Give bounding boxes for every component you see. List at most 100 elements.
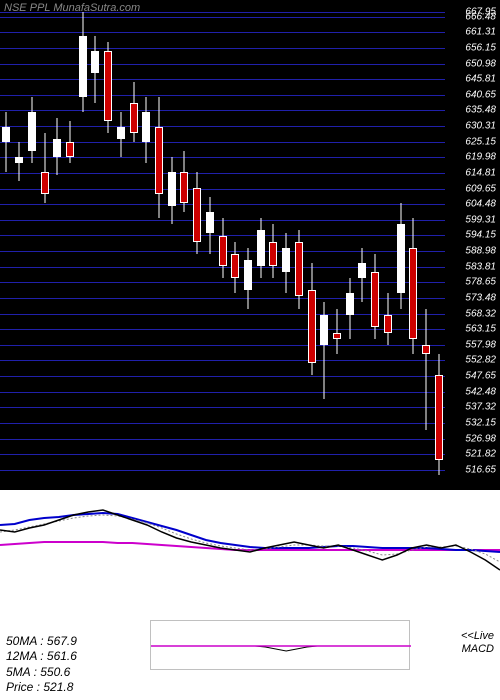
- candle: [358, 0, 366, 490]
- y-axis-tick-label: 666.48: [465, 11, 496, 22]
- candle-body: [168, 172, 176, 205]
- y-axis-tick-label: 521.82: [465, 449, 496, 460]
- candle-body: [155, 127, 163, 194]
- candle: [91, 0, 99, 490]
- candle: [15, 0, 23, 490]
- y-axis-tick-label: 542.48: [465, 386, 496, 397]
- candle: [244, 0, 252, 490]
- candle: [53, 0, 61, 490]
- candle: [2, 0, 10, 490]
- candle-body: [333, 333, 341, 339]
- macd-line: [0, 515, 500, 562]
- candle: [397, 0, 405, 490]
- y-axis-tick-label: 583.81: [465, 261, 496, 272]
- candle: [257, 0, 265, 490]
- candle-body: [435, 375, 443, 460]
- candle: [308, 0, 316, 490]
- candle: [435, 0, 443, 490]
- y-axis-tick-label: 532.15: [465, 418, 496, 429]
- y-axis-tick-label: 650.98: [465, 58, 496, 69]
- candle-body: [269, 242, 277, 266]
- macd-inset-chart: [151, 621, 411, 671]
- y-axis-tick-label: 573.48: [465, 292, 496, 303]
- candle: [28, 0, 36, 490]
- y-axis-tick-label: 537.32: [465, 402, 496, 413]
- candle-body: [91, 51, 99, 72]
- candle-wick: [336, 309, 337, 354]
- y-axis-tick-label: 599.31: [465, 214, 496, 225]
- y-axis-tick-label: 614.81: [465, 167, 496, 178]
- y-axis-tick-label: 588.98: [465, 246, 496, 257]
- stats-block: 50MA : 567.9 12MA : 561.6 5MA : 550.6 Pr…: [6, 634, 77, 696]
- candle: [422, 0, 430, 490]
- candle: [130, 0, 138, 490]
- candle: [193, 0, 201, 490]
- candle: [384, 0, 392, 490]
- candle-body: [15, 157, 23, 163]
- candle-body: [142, 112, 150, 142]
- candle: [66, 0, 74, 490]
- y-axis-labels: 667.95666.48661.31656.15650.98645.81640.…: [448, 0, 498, 490]
- candle-body: [2, 127, 10, 142]
- candle-body: [397, 224, 405, 294]
- y-axis-tick-label: 552.82: [465, 355, 496, 366]
- macd-inset: [150, 620, 410, 670]
- live-macd-label: <<Live MACD: [461, 630, 494, 656]
- candle-body: [193, 188, 201, 242]
- y-axis-tick-label: 645.81: [465, 74, 496, 85]
- candle-body: [244, 260, 252, 290]
- macd-line: [0, 510, 500, 570]
- y-axis-tick-label: 609.65: [465, 183, 496, 194]
- chart-container: NSE PPL MunafaSutra.com 667.95666.48661.…: [0, 0, 500, 700]
- live-arrow-text: <<Live: [461, 630, 494, 643]
- candle-body: [180, 172, 188, 202]
- candle-body: [320, 315, 328, 345]
- y-axis-tick-label: 604.48: [465, 199, 496, 210]
- candle: [371, 0, 379, 490]
- candle-body: [130, 103, 138, 133]
- candle-body: [206, 212, 214, 233]
- candle-body: [422, 345, 430, 354]
- candle: [269, 0, 277, 490]
- candle-body: [117, 127, 125, 139]
- candle: [346, 0, 354, 490]
- candle: [282, 0, 290, 490]
- candle-body: [282, 248, 290, 272]
- ma50-stat: 50MA : 567.9: [6, 634, 77, 650]
- candle: [155, 0, 163, 490]
- y-axis-tick-label: 568.32: [465, 308, 496, 319]
- y-axis-tick-label: 640.65: [465, 89, 496, 100]
- candle: [180, 0, 188, 490]
- y-axis-tick-label: 557.98: [465, 339, 496, 350]
- candle-body: [384, 315, 392, 333]
- macd-chart: [0, 490, 500, 630]
- candle: [219, 0, 227, 490]
- candle-body: [79, 36, 87, 96]
- candle-body: [371, 272, 379, 326]
- macd-text: MACD: [461, 643, 494, 656]
- y-axis-tick-label: 547.65: [465, 371, 496, 382]
- y-axis-tick-label: 526.98: [465, 433, 496, 444]
- y-axis-tick-label: 563.15: [465, 324, 496, 335]
- ma12-stat: 12MA : 561.6: [6, 649, 77, 665]
- macd-line: [0, 513, 500, 552]
- candle: [79, 0, 87, 490]
- candle: [168, 0, 176, 490]
- candle-wick: [6, 112, 7, 172]
- candle-body: [41, 172, 49, 193]
- candle: [409, 0, 417, 490]
- candle: [104, 0, 112, 490]
- candle: [320, 0, 328, 490]
- y-axis-tick-label: 619.98: [465, 152, 496, 163]
- y-axis-tick-label: 661.31: [465, 27, 496, 38]
- candle-body: [295, 242, 303, 296]
- y-axis-tick-label: 635.48: [465, 105, 496, 116]
- candle-body: [231, 254, 239, 278]
- candle: [206, 0, 214, 490]
- price-stat: Price : 521.8: [6, 680, 77, 696]
- candle-body: [28, 112, 36, 151]
- ticker-label: NSE PPL: [4, 2, 50, 14]
- y-axis-tick-label: 630.31: [465, 121, 496, 132]
- candlestick-series: [0, 0, 445, 490]
- watermark: MunafaSutra.com: [53, 2, 140, 14]
